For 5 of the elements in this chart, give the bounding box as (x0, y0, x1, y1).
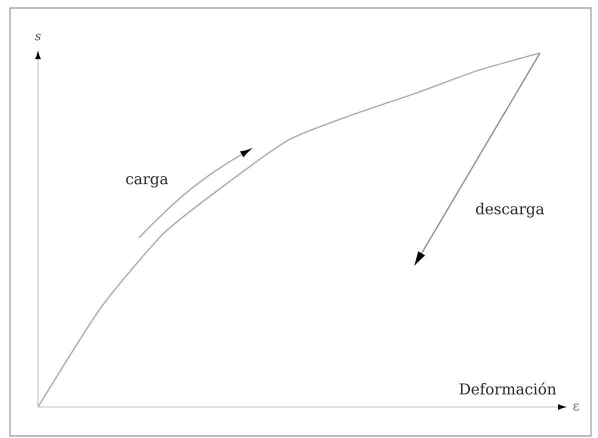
y-axis-title: s (35, 34, 41, 40)
annotation: carga (126, 176, 168, 188)
annotation: descarga (476, 202, 544, 218)
annotation: Deformación (460, 382, 556, 395)
x-axis-title: ε (573, 403, 579, 411)
